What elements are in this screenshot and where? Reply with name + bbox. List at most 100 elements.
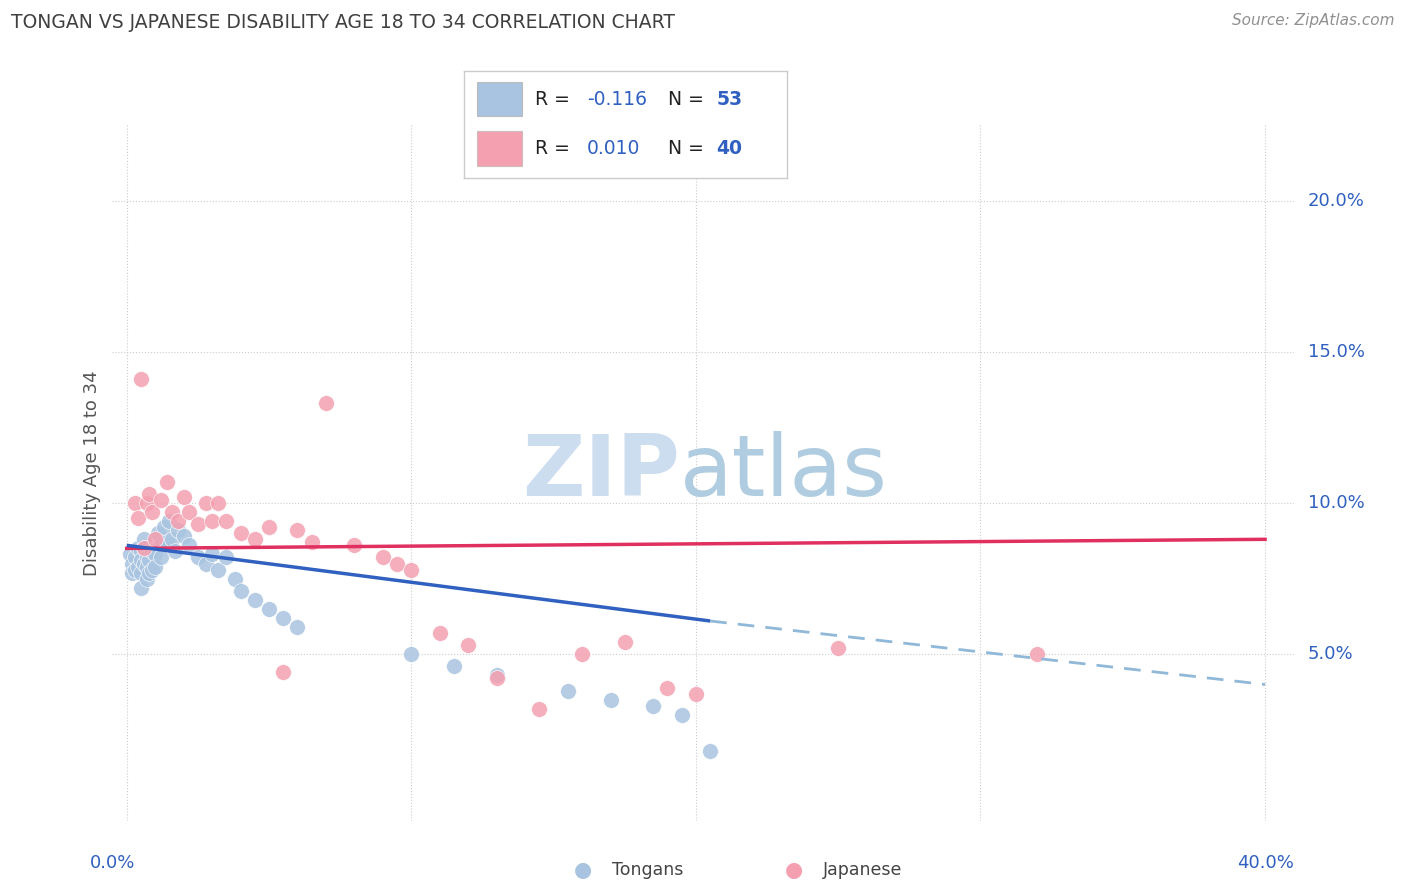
Point	[271, 665, 294, 680]
Point	[135, 550, 157, 565]
Point	[243, 592, 266, 607]
Point	[301, 535, 323, 549]
Point	[613, 635, 636, 649]
Point	[124, 563, 146, 577]
Point	[124, 550, 146, 565]
Point	[195, 496, 218, 510]
Point	[443, 659, 465, 673]
Point	[138, 553, 160, 567]
Bar	[477, 131, 522, 166]
Point	[229, 583, 252, 598]
Text: 20.0%: 20.0%	[1308, 192, 1365, 210]
Point	[149, 550, 172, 565]
Point	[173, 529, 195, 543]
Point	[167, 523, 190, 537]
Point	[685, 687, 707, 701]
Point	[135, 572, 157, 586]
Point	[152, 520, 174, 534]
Point	[385, 557, 408, 571]
Point	[143, 533, 166, 547]
Point	[138, 566, 160, 580]
Text: 0.0%: 0.0%	[90, 854, 135, 871]
Point	[129, 566, 152, 580]
Point	[167, 514, 190, 528]
Point	[671, 707, 693, 722]
Point	[129, 544, 152, 558]
Point	[187, 550, 209, 565]
Point	[699, 744, 721, 758]
Text: 53: 53	[716, 90, 742, 109]
Point	[529, 702, 551, 716]
Point	[141, 563, 163, 577]
Point	[143, 559, 166, 574]
Point	[179, 505, 201, 519]
Point	[118, 548, 141, 562]
Point	[343, 538, 366, 552]
Point	[195, 557, 218, 571]
Point	[201, 514, 224, 528]
Point	[121, 566, 143, 580]
Point	[207, 496, 229, 510]
Point	[557, 683, 579, 698]
Text: R =: R =	[536, 90, 576, 109]
Point	[643, 698, 665, 713]
Text: 40: 40	[716, 139, 742, 158]
Point	[187, 517, 209, 532]
Point	[429, 626, 451, 640]
Point	[127, 511, 149, 525]
Point	[135, 496, 157, 510]
Point	[257, 602, 280, 616]
Point	[287, 523, 309, 537]
Point	[657, 681, 679, 695]
Text: ZIP: ZIP	[522, 431, 679, 515]
Point	[271, 611, 294, 625]
Point	[224, 572, 246, 586]
Point	[401, 563, 423, 577]
Point	[143, 548, 166, 562]
Point	[229, 526, 252, 541]
Text: 15.0%: 15.0%	[1308, 343, 1365, 360]
Point	[165, 544, 187, 558]
Point	[401, 647, 423, 661]
Text: ●: ●	[786, 860, 803, 880]
Point	[173, 490, 195, 504]
Point	[141, 544, 163, 558]
Point	[127, 541, 149, 556]
Point	[599, 692, 621, 706]
Point	[135, 559, 157, 574]
Point	[149, 493, 172, 508]
Text: N =: N =	[668, 139, 710, 158]
Text: 0.010: 0.010	[586, 139, 640, 158]
Text: 5.0%: 5.0%	[1308, 645, 1354, 664]
Text: N =: N =	[668, 90, 710, 109]
Point	[371, 550, 394, 565]
Point	[141, 505, 163, 519]
Point	[485, 668, 508, 682]
Point	[207, 563, 229, 577]
Text: -0.116: -0.116	[586, 90, 647, 109]
Point	[1026, 647, 1049, 661]
Point	[132, 533, 155, 547]
Text: Source: ZipAtlas.com: Source: ZipAtlas.com	[1232, 13, 1395, 29]
Point	[132, 541, 155, 556]
Text: 40.0%: 40.0%	[1237, 854, 1294, 871]
Point	[157, 514, 180, 528]
Point	[129, 581, 152, 595]
Point	[485, 672, 508, 686]
Point	[129, 372, 152, 386]
Point	[179, 538, 201, 552]
Point	[287, 620, 309, 634]
Point	[155, 535, 177, 549]
Text: TONGAN VS JAPANESE DISABILITY AGE 18 TO 34 CORRELATION CHART: TONGAN VS JAPANESE DISABILITY AGE 18 TO …	[11, 13, 675, 32]
Bar	[477, 82, 522, 116]
Point	[155, 475, 177, 489]
Point	[132, 557, 155, 571]
Point	[162, 533, 184, 547]
Text: 10.0%: 10.0%	[1308, 494, 1364, 512]
Point	[243, 533, 266, 547]
Point	[457, 638, 479, 652]
Point	[827, 641, 849, 656]
Text: Japanese: Japanese	[823, 861, 901, 879]
Text: atlas: atlas	[679, 431, 887, 515]
Text: ●: ●	[575, 860, 592, 880]
